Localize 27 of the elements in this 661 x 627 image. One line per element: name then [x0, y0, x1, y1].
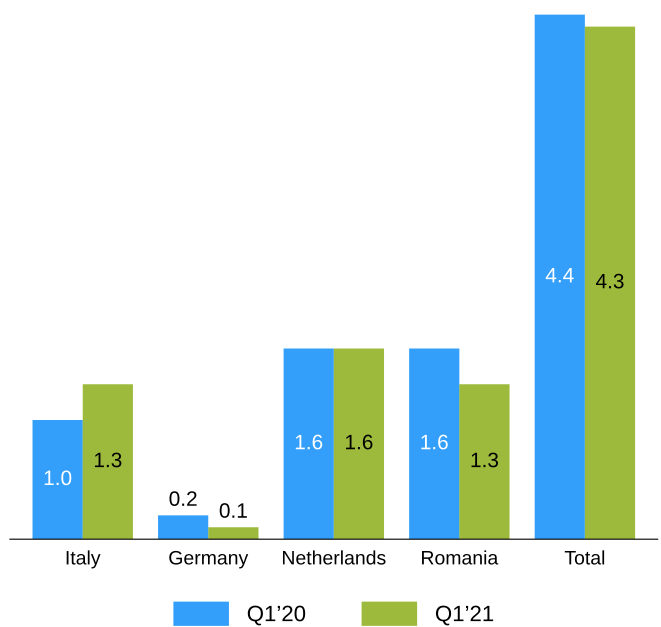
data-label: 1.3	[94, 452, 122, 468]
data-label: 0.1	[220, 503, 247, 518]
bar	[208, 527, 258, 540]
data-label: 1.6	[296, 434, 322, 450]
bar	[32, 420, 83, 540]
x-tick-label: Netherlands	[282, 550, 386, 565]
x-tick-label: Italy	[66, 550, 101, 568]
bar	[459, 384, 510, 540]
bar	[334, 348, 384, 540]
data-label: 1.6	[346, 434, 372, 450]
bar	[284, 348, 334, 540]
bar	[584, 26, 636, 540]
data-label: 0.2	[169, 491, 197, 506]
bar	[534, 14, 585, 540]
x-tick-label: Total	[564, 550, 604, 565]
x-tick-label: Romania	[422, 550, 498, 565]
legend-label: Q1’20	[248, 606, 306, 626]
data-label: 1.0	[44, 470, 72, 486]
bar	[409, 348, 460, 540]
legend-label: Q1’21	[436, 606, 494, 626]
data-label: 1.6	[421, 434, 448, 450]
data-label: 4.3	[596, 274, 624, 288]
data-label: 4.4	[546, 268, 574, 282]
data-label: 1.3	[472, 452, 498, 468]
bar	[82, 384, 133, 540]
x-tick-label: Germany	[169, 550, 248, 568]
bar	[158, 515, 208, 540]
